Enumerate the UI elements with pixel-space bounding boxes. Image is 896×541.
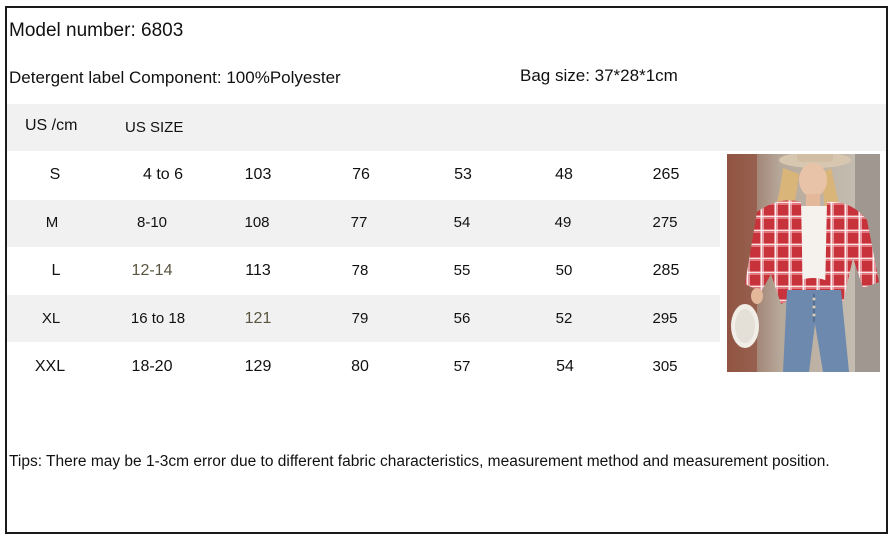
size-cell: XL (41, 310, 61, 327)
table-header-band (7, 104, 886, 151)
product-photo (727, 154, 880, 372)
header-us-cm: US /cm (25, 117, 78, 134)
divider (5, 96, 7, 448)
measure-cell: 103 (244, 166, 272, 183)
detergent-label: Detergent label Component: 100%Polyester (9, 68, 341, 87)
measure-cell: 48 (555, 166, 573, 183)
measure-cell: 121 (244, 310, 272, 327)
measure-cell: 305 (652, 358, 678, 375)
measure-cell: 76 (352, 166, 370, 183)
measure-cell: 55 (453, 262, 471, 279)
measure-cell: 53 (454, 166, 472, 183)
measure-cell: 54 (556, 358, 574, 375)
us-size-cell: 4 to 6 (142, 166, 184, 183)
us-size-cell: 12-14 (131, 262, 173, 279)
row-band (7, 200, 720, 247)
tips-note: Tips: There may be 1-3cm error due to di… (9, 453, 830, 470)
measure-cell: 285 (652, 262, 680, 279)
measure-cell: 50 (555, 262, 573, 279)
us-size-cell: 18-20 (131, 358, 173, 375)
measure-cell: 78 (351, 262, 369, 279)
header-us-size: US SIZE (125, 119, 184, 136)
bag-size: Bag size: 37*28*1cm (520, 66, 678, 85)
size-cell: XXL (34, 358, 66, 375)
measure-cell: 54 (453, 214, 471, 231)
measure-cell: 79 (351, 310, 369, 327)
us-size-cell: 16 to 18 (130, 310, 186, 327)
divider (5, 480, 7, 530)
measure-cell: 77 (350, 214, 368, 231)
size-cell: M (45, 214, 59, 231)
measure-cell: 265 (652, 166, 680, 183)
us-size-cell: 8-10 (136, 214, 168, 231)
measure-cell: 80 (351, 358, 369, 375)
measure-cell: 129 (244, 358, 272, 375)
divider (5, 46, 7, 62)
measure-cell: 113 (245, 262, 271, 279)
measure-cell: 295 (652, 310, 678, 327)
size-cell: S (49, 166, 61, 183)
row-band (7, 295, 720, 342)
size-cell: L (51, 262, 61, 279)
model-number: Model number: 6803 (9, 20, 184, 41)
measure-cell: 108 (244, 214, 270, 231)
measure-cell: 56 (453, 310, 471, 327)
measure-cell: 275 (652, 214, 678, 231)
measure-cell: 52 (555, 310, 573, 327)
measure-cell: 49 (554, 214, 572, 231)
measure-cell: 57 (453, 358, 471, 375)
